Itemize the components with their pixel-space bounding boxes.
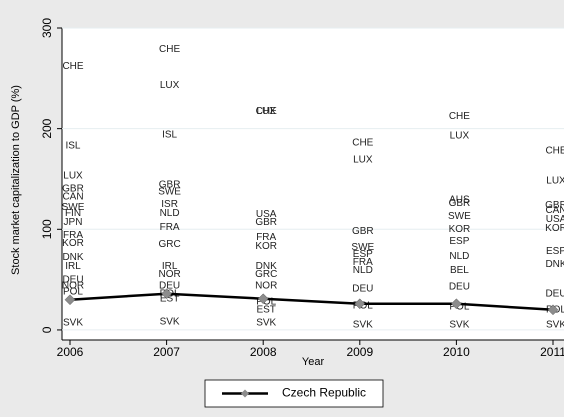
- country-label: FRA: [256, 232, 276, 243]
- country-label: CHE: [256, 106, 277, 117]
- country-label: LUX: [160, 80, 180, 91]
- point-marker: [451, 298, 462, 310]
- country-label: FRA: [63, 230, 83, 241]
- country-label: LUX: [353, 154, 373, 165]
- country-label: SVK: [63, 318, 83, 329]
- country-label: SWE: [351, 242, 374, 253]
- country-label: NLD: [160, 208, 180, 219]
- country-label: DEU: [449, 281, 470, 292]
- country-label: GBR: [62, 184, 84, 195]
- country-label: SVK: [353, 320, 373, 331]
- legend-marker: [241, 389, 249, 398]
- country-label: LUX: [450, 130, 470, 141]
- country-label: POL: [353, 300, 373, 311]
- series-line: [69, 292, 554, 312]
- x-tick-label: 2008: [250, 345, 277, 359]
- country-label: CAN: [62, 192, 83, 203]
- country-label: DEU: [545, 288, 564, 299]
- x-tick-label: 2009: [346, 345, 373, 359]
- country-label: SWE: [158, 187, 181, 198]
- point-marker: [547, 304, 559, 316]
- point-marker: [161, 288, 172, 300]
- country-label: JPN: [64, 217, 83, 228]
- country-label: DNK: [256, 261, 277, 272]
- plot-area: [62, 28, 564, 340]
- country-label: SVK: [160, 317, 180, 328]
- country-label: DEU: [62, 274, 83, 285]
- country-label: KOR: [545, 223, 564, 234]
- country-label: USA: [546, 214, 564, 225]
- country-label: FRA: [353, 257, 373, 268]
- country-label: GBR: [255, 217, 277, 228]
- legend-label: Czech Republic: [282, 386, 366, 400]
- country-label: NOR: [255, 280, 277, 291]
- y-tick-label: 100: [40, 219, 54, 239]
- country-label: NLD: [449, 251, 469, 262]
- country-label: EST: [160, 293, 179, 304]
- country-label: CHE: [449, 111, 470, 122]
- country-label: IRL: [65, 261, 81, 272]
- country-label: SVK: [256, 318, 276, 329]
- y-tick-label: 300: [40, 18, 54, 38]
- x-tick-label: 2006: [57, 345, 84, 359]
- country-label: GRC: [158, 239, 180, 250]
- country-label: IRL: [162, 261, 178, 272]
- country-label: NOR: [158, 269, 180, 280]
- x-tick-label: 2011: [540, 345, 564, 359]
- country-label: POL: [256, 296, 276, 307]
- country-label: ESP: [449, 236, 469, 247]
- country-label: SVK: [449, 320, 469, 331]
- country-label: ISL: [162, 129, 177, 140]
- x-tick-label: 2007: [153, 345, 180, 359]
- country-label: LUX: [63, 171, 83, 182]
- y-axis-title: Stock market capitalization to GDP (%): [10, 85, 22, 275]
- country-label: LUX: [256, 106, 276, 117]
- country-label: POL: [449, 301, 469, 312]
- country-label: CHE: [159, 44, 180, 55]
- country-label: GBR: [352, 226, 374, 237]
- country-label: FRA: [160, 222, 180, 233]
- country-label: GBR: [159, 180, 181, 191]
- country-label: CHE: [62, 61, 83, 72]
- x-axis-title: Year: [302, 356, 325, 368]
- country-label: EST: [256, 304, 275, 315]
- country-label: CHE: [545, 145, 564, 156]
- country-label: KOR: [62, 238, 84, 249]
- country-label: CAN: [545, 205, 564, 216]
- country-label: SWE: [62, 202, 85, 213]
- country-label: CHE: [352, 137, 373, 148]
- country-label: LUX: [546, 176, 564, 187]
- country-label: SWE: [448, 211, 471, 222]
- country-label: BEL: [450, 265, 469, 276]
- y-tick-label: 0: [40, 326, 54, 333]
- point-marker: [354, 298, 366, 310]
- country-label: ISR: [161, 199, 178, 210]
- y-tick-label: 200: [40, 118, 54, 138]
- country-label: ESP: [546, 246, 564, 257]
- country-label: NLD: [353, 265, 373, 276]
- x-tick-label: 2010: [443, 345, 470, 359]
- country-label: USA: [256, 209, 277, 220]
- country-label: GBR: [545, 200, 564, 211]
- point-marker: [64, 294, 76, 306]
- country-label: SVK: [546, 320, 564, 331]
- country-label: DNK: [545, 259, 564, 270]
- country-label: GBR: [449, 198, 471, 209]
- country-label: DEU: [159, 280, 180, 291]
- point-marker: [257, 293, 269, 305]
- country-label: AUS: [449, 195, 470, 206]
- country-label: FIN: [65, 208, 81, 219]
- country-label: GRC: [255, 269, 277, 280]
- country-label: ESP: [353, 249, 373, 260]
- country-label: ISL: [65, 140, 80, 151]
- country-label: POL: [63, 286, 83, 297]
- country-label: DNK: [62, 252, 83, 263]
- country-label: NOR: [62, 280, 84, 291]
- country-label: KOR: [449, 224, 471, 235]
- country-label: DEU: [352, 283, 373, 294]
- country-label: KOR: [255, 241, 277, 252]
